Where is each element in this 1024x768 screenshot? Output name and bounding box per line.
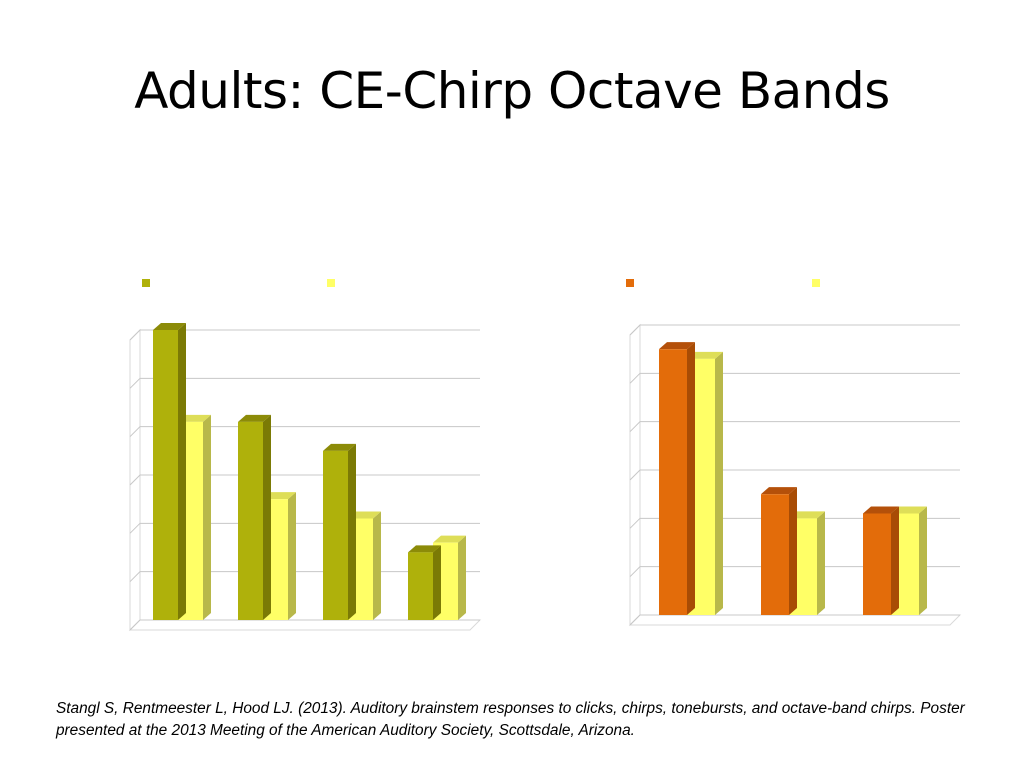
chart-floor [128,619,482,631]
gridline [629,469,960,481]
bar-top [408,545,441,553]
bar-top [761,487,797,495]
bar-side [203,414,211,620]
bar-top [891,506,927,514]
bar-1-s0-c1 [761,487,797,615]
chart-right [626,279,962,627]
legend-marker-1-0 [626,279,634,287]
bar-side [891,506,899,615]
gridline [629,372,960,384]
bar-top [789,511,825,519]
bar-top [433,535,466,543]
bar-top [238,414,271,422]
bar-front [659,349,687,615]
bar-side [715,351,723,615]
chart-floor [628,614,962,626]
legend-marker-1-1 [812,279,820,287]
bar-side [288,492,296,620]
bar-top [323,443,356,451]
slide-title: Adults: CE-Chirp Octave Bands [134,62,890,120]
gridline [129,426,480,438]
gridline [129,377,480,389]
bar-0-s0-c0 [153,323,186,620]
bar-side [817,511,825,615]
bar-side [919,506,927,615]
bar-front [153,330,178,620]
bar-0-s0-c1 [238,414,271,620]
bar-side [373,511,381,620]
bar-top [178,414,211,422]
bar-side [458,535,466,620]
bar-side [789,487,797,615]
bar-side [433,545,441,620]
gridline [629,614,960,626]
bar-front [863,513,891,615]
gridline [129,474,480,486]
bar-top [348,511,381,519]
chart-left [128,279,482,632]
bar-top [863,506,899,514]
bar-top [659,342,695,350]
gridline [629,421,960,433]
gridline [629,324,960,336]
legend-marker-0-1 [327,279,335,287]
gridline [629,517,960,529]
bar-1-s0-c0 [659,342,695,615]
bar-front [238,421,263,620]
legend-marker-0-0 [142,279,150,287]
bar-side [178,323,186,620]
bar-side [687,342,695,615]
bar-0-s0-c2 [323,443,356,620]
bar-side [348,443,356,620]
bar-0-s0-c3 [408,545,441,620]
gridline [129,329,480,341]
bar-top [687,351,723,359]
bar-front [408,552,433,620]
bar-top [263,492,296,500]
citation-text: Stangl S, Rentmeester L, Hood LJ. (2013)… [56,700,965,739]
bar-top [153,323,186,330]
bar-1-s0-c2 [863,506,899,615]
bar-front [761,494,789,615]
bar-front [323,450,348,620]
gridline [629,566,960,578]
bar-side [263,414,271,620]
